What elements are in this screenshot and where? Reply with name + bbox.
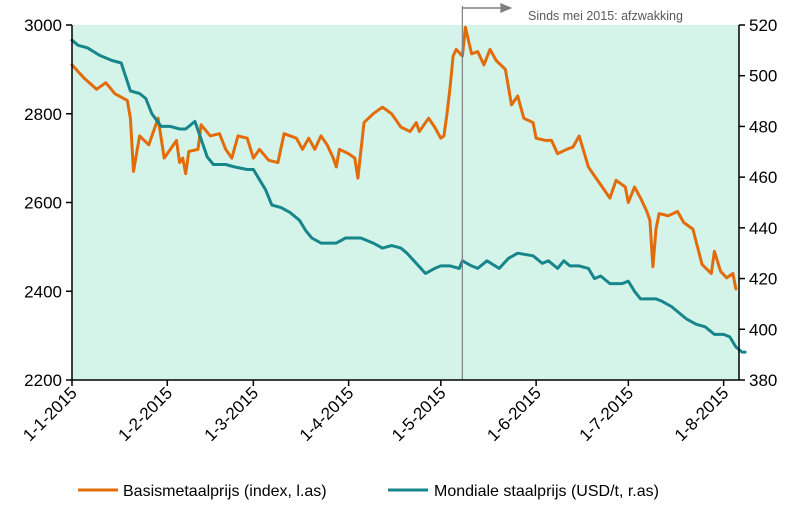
x-tick-label: 1-6-2015 <box>483 383 545 445</box>
event-annotation: Sinds mei 2015: afzwakking <box>528 9 683 23</box>
y-left-tick-label: 2600 <box>24 194 62 213</box>
x-tick-label: 1-3-2015 <box>201 383 263 445</box>
y-right-tick-label: 440 <box>749 219 777 238</box>
event-arrow <box>462 3 513 13</box>
y-left-tick-label: 2400 <box>24 282 62 301</box>
legend-label-basismetaal: Basismetaalprijs (index, l.as) <box>123 483 327 500</box>
series-layer <box>70 25 747 354</box>
series-line-basismetaal <box>70 25 738 291</box>
y-right-tick-label: 460 <box>749 168 777 187</box>
x-tick-label: 1-4-2015 <box>296 383 358 445</box>
y-right-tick-label: 500 <box>749 67 777 86</box>
y-left-tick-label: 2200 <box>24 371 62 390</box>
x-tick-label: 1-2-2015 <box>115 383 177 445</box>
y-right-tick-label: 520 <box>749 16 777 35</box>
event-arrow-head <box>500 3 513 13</box>
plot-background <box>72 25 739 380</box>
y-left-tick-label: 3000 <box>24 16 62 35</box>
legend: Basismetaalprijs (index, l.as) Mondiale … <box>78 483 659 500</box>
x-tick-label: 1-8-2015 <box>671 383 733 445</box>
x-tick-label: 1-5-2015 <box>388 383 450 445</box>
y-left-tick-label: 2800 <box>24 105 62 124</box>
y-right-tick-label: 380 <box>749 371 777 390</box>
legend-label-staal: Mondiale staalprijs (USD/t, r.as) <box>434 483 659 500</box>
y-right-tick-label: 400 <box>749 320 777 339</box>
series-line-staal <box>70 38 747 354</box>
x-tick-label: 1-7-2015 <box>576 383 638 445</box>
y-right-tick-label: 480 <box>749 117 777 136</box>
y-right-tick-label: 420 <box>749 270 777 289</box>
x-tick-label: 1-1-2015 <box>19 383 81 445</box>
